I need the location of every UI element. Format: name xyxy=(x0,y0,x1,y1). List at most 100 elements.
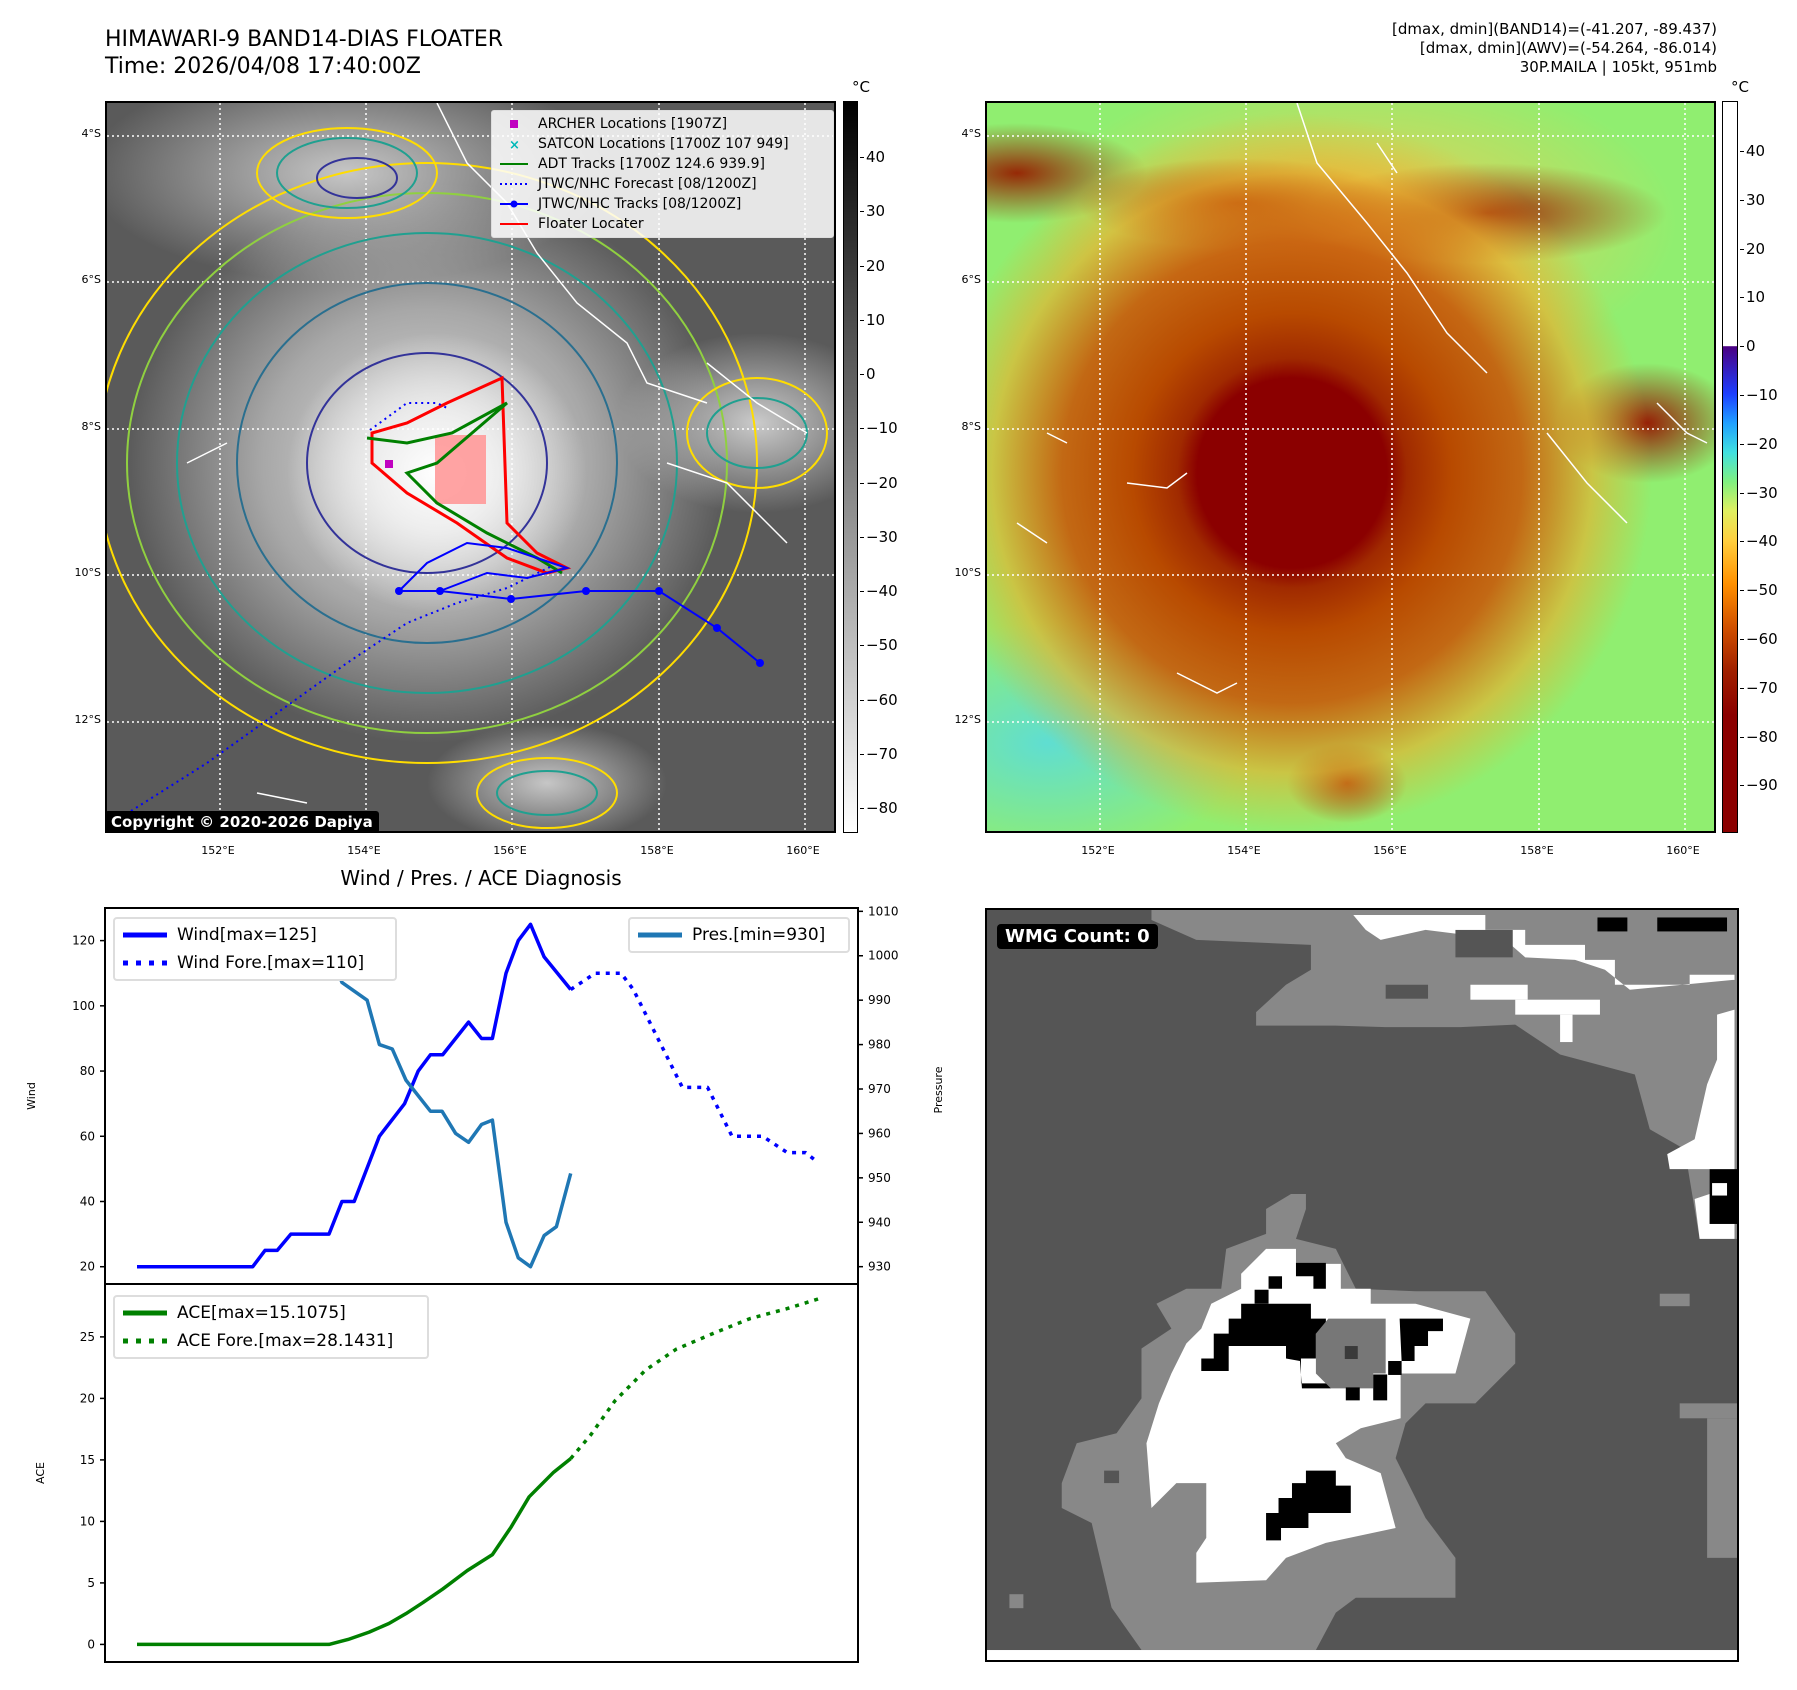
colorbar-tick-mark xyxy=(1740,590,1744,592)
legend-item: JTWC/NHC Tracks [08/1200Z] xyxy=(492,194,833,214)
y-right-tick-label: 960 xyxy=(868,1126,891,1140)
ace-legend-label: ACE[max=15.1075] xyxy=(177,1303,346,1323)
ace-axis-label: ACE xyxy=(34,1462,47,1484)
colorbar-tick-mark xyxy=(1740,687,1744,689)
colorbar-tick-label: −10 xyxy=(866,419,898,438)
svg-text:×: × xyxy=(509,138,520,150)
colorbar-tick-mark xyxy=(860,157,864,158)
colorbar-tick-label: 0 xyxy=(866,365,876,383)
legend-item: × SATCON Locations [1700Z 107 949] xyxy=(492,134,833,154)
jtwc-track-point xyxy=(713,624,721,632)
colorbar-tick-label: 40 xyxy=(1746,142,1766,160)
y-right-tick-label: 980 xyxy=(868,1038,891,1052)
title-line-1: HIMAWARI-9 BAND14-DIAS FLOATER xyxy=(105,27,504,52)
colorbar-awv-unit: °C xyxy=(1731,78,1749,96)
legend-item: Floater Locater xyxy=(492,214,833,234)
legend-item: JTWC/NHC Forecast [08/1200Z] xyxy=(492,174,833,194)
archer-location xyxy=(385,460,393,468)
pressure-legend-label: Pres.[min=930] xyxy=(692,925,826,945)
colorbar-awv xyxy=(1722,101,1738,833)
wmg-core-white xyxy=(1146,1248,1471,1583)
jtwc-track-point xyxy=(395,587,403,595)
colorbar-tick-mark xyxy=(1740,443,1744,445)
colorbar-band14 xyxy=(843,101,858,833)
y-right-tick-label: 930 xyxy=(868,1260,891,1274)
legend-x-icon: × xyxy=(509,138,520,150)
jtwc-track-point xyxy=(507,595,515,603)
jtwc-track-point xyxy=(756,659,764,667)
lat-label: 6°S xyxy=(961,273,981,286)
colorbar-tick-label: −80 xyxy=(866,799,898,817)
y-tick-label: 15 xyxy=(80,1453,95,1467)
y-right-tick-label: 970 xyxy=(868,1082,891,1096)
colorbar-tick-mark xyxy=(860,211,864,213)
y-tick-label: 10 xyxy=(80,1514,95,1528)
colorbar-tick-mark xyxy=(1740,199,1744,201)
lon-label: 160°E xyxy=(786,844,820,857)
bt-contour xyxy=(126,192,728,734)
colorbar-tick-label: 30 xyxy=(866,202,886,221)
lat-label: 6°S xyxy=(81,273,101,286)
legend-label: ARCHER Locations [1907Z] xyxy=(538,116,728,132)
colorbar-tick-mark xyxy=(1740,785,1744,787)
colorbar-tick-label: −40 xyxy=(866,582,898,600)
map1-overlay xyxy=(107,103,834,831)
pressure-legend-swatch xyxy=(638,932,682,938)
colorbar-tick-label: −50 xyxy=(1746,581,1778,600)
colorbar-tick-label: −80 xyxy=(1746,727,1778,746)
lat-label: 10°S xyxy=(954,566,981,579)
legend-label: JTWC/NHC Tracks [08/1200Z] xyxy=(538,196,742,212)
bt-contour xyxy=(176,232,678,694)
title-line-2: Time: 2026/04/08 17:40:00Z xyxy=(105,54,421,79)
colorbar-tick-mark xyxy=(860,699,864,701)
bt-contour xyxy=(276,137,418,209)
colorbar-tick-mark xyxy=(860,753,864,755)
lat-label: 12°S xyxy=(954,713,981,726)
jtwc-forecast-track xyxy=(369,402,448,431)
bt-contour xyxy=(306,352,548,574)
colorbar-tick-mark xyxy=(1740,248,1744,250)
figure-title: HIMAWARI-9 BAND14-DIAS FLOATER Time: 202… xyxy=(105,26,503,80)
y-tick-label: 25 xyxy=(80,1330,95,1344)
jtwc-track-point xyxy=(582,587,590,595)
colorbar-tick-mark xyxy=(860,482,864,484)
jtwc-track xyxy=(399,590,761,664)
lon-label: 158°E xyxy=(1520,844,1554,857)
colorbar-tick-label: 10 xyxy=(1746,288,1766,307)
y-tick-label: 60 xyxy=(80,1129,95,1143)
legend-dotted-icon xyxy=(500,183,528,185)
colorbar-tick-mark xyxy=(1740,541,1744,543)
colorbar-tick-mark xyxy=(860,428,864,430)
y-right-tick-label: 1010 xyxy=(868,904,899,918)
wmg-cloud-band-white xyxy=(1353,914,1735,1239)
wmg-count-label: WMG Count: 0 xyxy=(997,924,1158,949)
colorbar-tick-label: −50 xyxy=(866,636,898,655)
lon-label: 160°E xyxy=(1666,844,1700,857)
lon-label: 156°E xyxy=(493,844,527,857)
legend-label: Floater Locater xyxy=(538,216,644,232)
lat-label: 12°S xyxy=(74,713,101,726)
colorbar-tick-mark xyxy=(1740,492,1744,494)
y-tick-label: 0 xyxy=(87,1637,95,1651)
y-tick-label: 100 xyxy=(72,999,95,1013)
map-legend: ARCHER Locations [1907Z] × SATCON Location… xyxy=(491,110,834,238)
bt-contour xyxy=(476,757,618,829)
wind-legend: Wind[max=125] Wind Fore.[max=110] xyxy=(113,917,397,981)
colorbar-tick-mark xyxy=(860,536,864,538)
y-tick-label: 20 xyxy=(80,1260,95,1274)
legend-item: ARCHER Locations [1907Z] xyxy=(492,114,833,134)
pressure-axis-label: Pressure xyxy=(932,1066,945,1113)
lon-label: 156°E xyxy=(1373,844,1407,857)
coastline xyxy=(1016,103,1708,694)
colorbar-tick-label: −20 xyxy=(1746,434,1778,453)
colorbar-tick-label: −90 xyxy=(1746,776,1778,795)
colorbar-tick-label: −30 xyxy=(1746,483,1778,502)
lon-label: 158°E xyxy=(640,844,674,857)
lat-label: 10°S xyxy=(74,566,101,579)
colorbar-tick-label: −10 xyxy=(1746,386,1778,404)
colorbar-tick-label: −60 xyxy=(866,690,898,709)
jtwc-track-point xyxy=(436,587,444,595)
adt-track xyxy=(366,401,563,575)
map2-overlay xyxy=(987,103,1714,831)
colorbar-tick-label: −20 xyxy=(866,473,898,492)
